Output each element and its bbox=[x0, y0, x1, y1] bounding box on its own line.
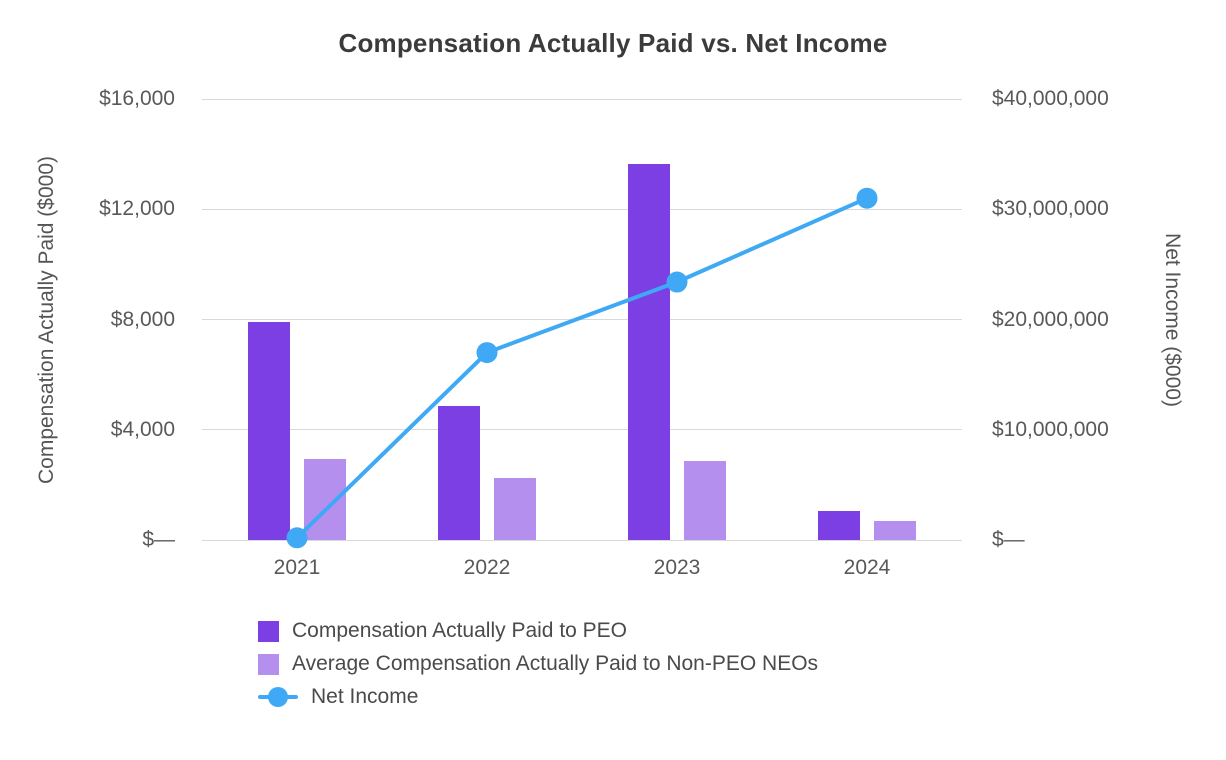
x-axis-label-2024: 2024 bbox=[843, 556, 891, 579]
bar-series-2-2024 bbox=[874, 521, 916, 540]
bar-series-1-2023 bbox=[628, 163, 670, 540]
legend-label: Compensation Actually Paid to PEO bbox=[292, 619, 628, 642]
legend-box-marker-icon bbox=[258, 620, 279, 642]
bar-series-1-2021 bbox=[248, 322, 290, 540]
bar-series-1-2024 bbox=[818, 511, 860, 540]
right-axis-tick-label: $40,000,000 bbox=[992, 87, 1109, 110]
bar-series-2-2022 bbox=[494, 477, 536, 540]
legend-line-dot-icon bbox=[268, 687, 288, 707]
line-series-layer bbox=[286, 187, 878, 549]
line-point-2024 bbox=[856, 187, 878, 209]
left-axis-tick-label: $8,000 bbox=[110, 307, 175, 331]
left-axis-tick-label: $— bbox=[142, 528, 175, 551]
chart-title: Compensation Actually Paid vs. Net Incom… bbox=[338, 28, 888, 58]
right-axis-tick-label: $— bbox=[992, 528, 1025, 551]
left-axis-tick-label: $16,000 bbox=[99, 87, 175, 110]
right-axis-tick-label: $10,000,000 bbox=[992, 417, 1109, 441]
gridline bbox=[202, 429, 962, 431]
legend-line-marker-icon bbox=[258, 686, 298, 708]
x-axis-label-2022: 2022 bbox=[463, 556, 511, 579]
legend-item: Average Compensation Actually Paid to No… bbox=[258, 649, 818, 679]
legend-label: Net Income bbox=[311, 685, 419, 708]
line-point-2022 bbox=[476, 342, 498, 364]
left-axis-tick-label: $12,000 bbox=[99, 197, 175, 221]
legend-item: Compensation Actually Paid to PEO bbox=[258, 616, 818, 646]
right-axis-tick-label: $20,000,000 bbox=[992, 307, 1109, 331]
x-axis-label-2023: 2023 bbox=[653, 556, 701, 579]
line-point-2021 bbox=[286, 527, 308, 549]
legend: Compensation Actually Paid to PEO Average… bbox=[258, 616, 818, 712]
bar-series-2-2023 bbox=[684, 461, 726, 540]
plot-area bbox=[202, 98, 962, 549]
gridline bbox=[202, 319, 962, 320]
net-income-line bbox=[295, 196, 868, 540]
x-axis-label-2021: 2021 bbox=[273, 556, 321, 579]
gridline bbox=[202, 208, 962, 210]
legend-box-marker-icon bbox=[258, 653, 279, 675]
right-axis-tick-label: $30,000,000 bbox=[992, 197, 1109, 221]
gridline bbox=[202, 98, 962, 100]
legend-item: Net Income bbox=[258, 682, 818, 712]
gridline bbox=[202, 539, 962, 541]
legend-label: Average Compensation Actually Paid to No… bbox=[292, 652, 819, 675]
bar-series-1-2022 bbox=[438, 406, 480, 540]
left-axis-tick-label: $4,000 bbox=[110, 417, 175, 441]
line-point-2023 bbox=[666, 271, 688, 293]
